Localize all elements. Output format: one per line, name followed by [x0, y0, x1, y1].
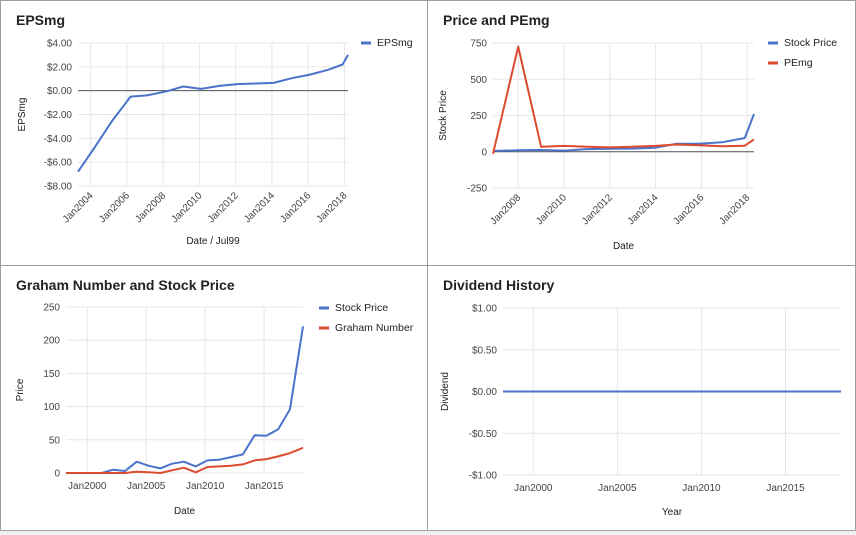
- x-tick-label: Jan2012: [206, 190, 241, 225]
- y-tick-label: 200: [43, 336, 60, 347]
- chart-epsmg: EPSmg $4.00 $2.00 $0.00 -$2.00 -$4.00 -$6.00 -$…: [16, 12, 413, 247]
- y-tick-label: -$0.50: [469, 429, 498, 440]
- x-tick-label: Jan2000: [514, 483, 553, 494]
- x-tick-label: Jan2014: [626, 192, 661, 227]
- x-axis-title: Date: [174, 506, 196, 517]
- chart-panel-price-pemg: Price and PEmg 750 500 250 0 -250 Jan2008 Jan20…: [427, 0, 856, 266]
- y-tick-label: -$6.00: [44, 158, 73, 169]
- chart-dividend-history: Dividend History $1.00 $0.50 $0.00 -$0.50 -$1…: [440, 277, 841, 518]
- y-tick-label: $0.00: [47, 86, 72, 97]
- x-tick-label: Jan2015: [766, 483, 805, 494]
- y-tick-label: 50: [49, 435, 61, 446]
- x-axis-title: Year: [662, 507, 683, 518]
- x-tick-label: Jan2008: [133, 190, 168, 225]
- y-tick-label: 250: [43, 303, 60, 314]
- y-tick-label: -$8.00: [44, 182, 73, 193]
- legend-label: EPSmg: [377, 37, 413, 49]
- y-tick-label: 250: [470, 111, 487, 122]
- series-line-stock-price: [492, 113, 755, 152]
- chart-graham-number: Graham Number and Stock Price 250 200 150 10…: [15, 277, 414, 517]
- x-tick-label: Jan2008: [488, 192, 523, 227]
- y-tick-label: $2.00: [47, 62, 72, 73]
- x-tick-label: Jan2012: [580, 192, 615, 227]
- x-tick-label: Jan2005: [598, 483, 637, 494]
- y-axis-title: Price: [15, 378, 26, 401]
- chart-panel-dividend-history: Dividend History $1.00 $0.50 $0.00 -$0.50 -$1…: [427, 265, 856, 531]
- x-tick-label: Jan2018: [717, 192, 752, 227]
- y-tick-label: 100: [43, 402, 60, 413]
- series-line-stock-price: [66, 326, 304, 474]
- y-tick-label: 150: [43, 369, 60, 380]
- y-tick-label: 500: [470, 75, 487, 86]
- page-footer-strip: [0, 531, 856, 535]
- y-tick-label: 0: [481, 147, 487, 158]
- y-tick-label: $0.00: [472, 387, 497, 398]
- y-tick-label: -$2.00: [44, 110, 73, 121]
- x-tick-label: Jan2010: [186, 481, 225, 492]
- chart-panel-graham-number: Graham Number and Stock Price 250 200 150 10…: [0, 265, 428, 531]
- x-axis-title: Date: [613, 241, 635, 252]
- y-tick-label: $4.00: [47, 39, 72, 50]
- chart-title: Price and PEmg: [443, 12, 550, 28]
- chart-title: Graham Number and Stock Price: [16, 277, 235, 293]
- series-line-pemg: [492, 45, 755, 155]
- series-line-graham-number: [66, 446, 304, 474]
- x-tick-label: Jan2014: [242, 190, 277, 225]
- y-axis-title: EPSmg: [17, 98, 28, 132]
- y-tick-label: 750: [470, 39, 487, 50]
- x-tick-label: Jan2010: [170, 190, 205, 225]
- x-tick-label: Jan2015: [245, 481, 284, 492]
- y-tick-label: $0.50: [472, 345, 497, 356]
- chart-panel-epsmg: EPSmg $4.00 $2.00 $0.00 -$2.00 -$4.00 -$6.00 -$…: [0, 0, 428, 266]
- x-tick-label: Jan2018: [315, 190, 350, 225]
- legend-label: PEmg: [784, 57, 813, 69]
- x-tick-label: Jan2016: [278, 190, 313, 225]
- legend-label: Stock Price: [335, 302, 388, 314]
- y-tick-label: -250: [467, 184, 487, 195]
- x-tick-label: Jan2006: [97, 190, 132, 225]
- y-axis-title: Stock Price: [438, 90, 449, 141]
- legend-label: Stock Price: [784, 37, 837, 49]
- x-tick-label: Jan2010: [682, 483, 721, 494]
- y-tick-label: -$1.00: [469, 471, 498, 482]
- x-tick-label: Jan2016: [672, 192, 707, 227]
- x-tick-label: Jan2005: [127, 481, 166, 492]
- y-tick-label: $1.00: [472, 304, 497, 315]
- series-line-epsmg: [77, 54, 349, 173]
- x-tick-label: Jan2004: [61, 190, 96, 225]
- y-axis-title: Dividend: [440, 372, 451, 411]
- y-tick-label: 0: [54, 469, 60, 480]
- x-axis-title: Date / Jul99: [186, 236, 240, 247]
- x-tick-label: Jan2000: [68, 481, 107, 492]
- chart-title: Dividend History: [443, 277, 554, 293]
- chart-title: EPSmg: [16, 12, 65, 28]
- x-tick-label: Jan2010: [534, 192, 569, 227]
- y-tick-label: -$4.00: [44, 134, 73, 145]
- legend-label: Graham Number: [335, 322, 414, 334]
